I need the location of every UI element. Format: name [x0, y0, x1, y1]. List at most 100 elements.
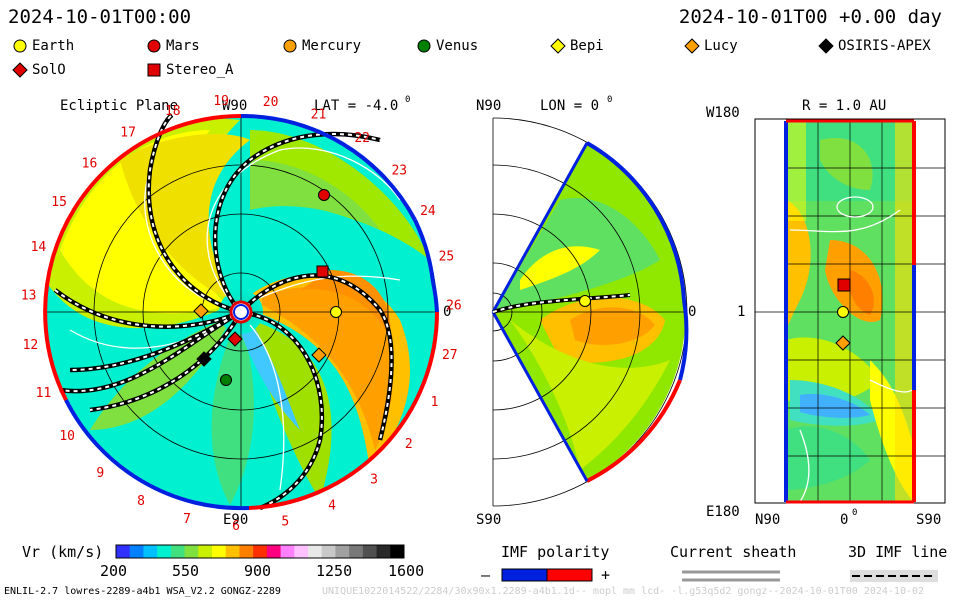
meridional-n90: N90: [476, 98, 501, 114]
legend-label: Venus: [436, 38, 479, 54]
legend-item: SolO: [12, 62, 66, 78]
imf-line-title: 3D IMF line: [848, 543, 948, 561]
colorbar-segment: [266, 545, 282, 558]
colorbar-tick-label: 200: [100, 562, 128, 580]
legend-label: Stereo_A: [166, 62, 234, 78]
carrington-tick-label: 21: [311, 108, 327, 123]
run-footer: UNIQUE1022014522/2284/30x90x1.2289-a4b1.…: [322, 586, 925, 597]
meridional-panel: N90 S90 LON = 0 0 0: [476, 95, 696, 528]
carrington-tick-label: 26: [446, 299, 462, 314]
legend-label: Lucy: [704, 38, 738, 54]
radial-title: R = 1.0 AU: [802, 98, 886, 114]
mars-marker: [318, 189, 330, 201]
ecliptic-zero: 0: [443, 304, 451, 320]
bepi-marker: [193, 303, 209, 319]
radial-mid: 1: [737, 304, 745, 320]
carrington-tick-label: 9: [96, 466, 104, 481]
carrington-tick-label: 11: [36, 386, 52, 401]
meridional-zero: 0: [688, 304, 696, 320]
carrington-tick-label: 7: [183, 512, 191, 527]
mercury-legend-icon: [283, 39, 297, 53]
model-footer: ENLIL-2.7 lowres-2289-a4b1 WSA_V2.2 GONG…: [4, 586, 281, 597]
legend-item: Lucy: [684, 38, 738, 54]
carrington-tick-label: 3: [370, 472, 378, 487]
radial-n90: N90: [755, 512, 780, 528]
carrington-tick-label: 15: [51, 195, 67, 210]
legend-label: Earth: [32, 38, 75, 54]
radial-zero-sup: 0: [852, 508, 857, 518]
carrington-tick-label: 10: [59, 429, 75, 444]
ecliptic-title: Ecliptic Plane: [60, 98, 178, 114]
radial-zero: 0: [840, 512, 848, 528]
colorbar-segment: [170, 545, 186, 558]
legend-item: Bepi: [550, 38, 604, 54]
venus-marker: [220, 374, 232, 386]
ecliptic-w90: W90: [222, 98, 247, 114]
carrington-tick-label: 13: [21, 289, 37, 304]
legend-item: Earth: [12, 38, 74, 54]
legend-label: SolO: [32, 62, 66, 78]
earth-legend-icon: [13, 39, 27, 53]
carrington-tick-label: 8: [137, 494, 145, 509]
legend-item: Venus: [416, 38, 478, 54]
colorbar: [115, 544, 405, 559]
timestamp-label: 2024-10-01T00:00: [8, 6, 192, 28]
carrington-tick-label: 4: [328, 499, 336, 514]
lucy-legend-icon: [684, 38, 700, 54]
legend-label: OSIRIS-APEX: [838, 38, 931, 54]
imf-polarity-swatch: [501, 568, 593, 582]
carrington-tick-label: 23: [391, 164, 407, 179]
stereo-a-legend-icon: [147, 63, 161, 77]
colorbar-segment: [321, 545, 336, 558]
carrington-tick-label: 5: [281, 514, 289, 529]
colorbar-segment: [143, 545, 158, 558]
earth-marker: [330, 306, 342, 318]
colorbar-segment: [212, 545, 227, 558]
colorbar-segment: [390, 545, 405, 558]
colorbar-segment: [376, 545, 391, 558]
radial-panel: R = 1.0 AU W180 E180 1 N90 0 0 S90: [706, 98, 946, 528]
colorbar-segment: [280, 545, 295, 558]
legend-item: Mars: [146, 38, 200, 54]
radial-s90: S90: [916, 512, 941, 528]
carrington-tick-label: 2: [405, 437, 413, 452]
imf-polarity-title: IMF polarity: [501, 543, 610, 561]
legend-label: Mercury: [302, 38, 362, 54]
imf-line-swatch: [850, 570, 938, 582]
meridional-lon: LON = 0: [540, 98, 599, 114]
offset-label: 2024-10-01T00 +0.00 day: [678, 6, 942, 28]
legend-label: Mars: [166, 38, 200, 54]
stereo-a-marker-radial: [837, 278, 851, 292]
current-sheath-title: Current sheath: [670, 543, 797, 561]
legend-item: Stereo_A: [146, 62, 233, 78]
colorbar-tick-label: 1600: [388, 562, 425, 580]
colorbar-tick-label: 550: [172, 562, 200, 580]
colorbar-segment: [335, 545, 350, 558]
solo-marker: [227, 331, 243, 347]
mars-legend-icon: [147, 39, 161, 53]
colorbar-label: Vr (km/s): [22, 543, 104, 561]
meridional-lon-sup: 0: [607, 95, 612, 105]
carrington-tick-label: 12: [23, 338, 39, 353]
earth-marker-meridional: [579, 295, 591, 307]
earth-marker-radial: [837, 306, 849, 318]
osiris-apex-legend-icon: [818, 38, 834, 54]
carrington-tick-label: 25: [439, 250, 455, 265]
colorbar-segment: [253, 545, 268, 558]
current-sheath-swatch: [682, 570, 780, 582]
ecliptic-panel: Ecliptic Plane W90 E90 0 LAT = -4.0 0 20…: [21, 94, 462, 534]
carrington-tick-label: 17: [120, 125, 136, 140]
carrington-tick-label: 24: [420, 204, 436, 219]
ecliptic-e90: E90: [223, 512, 248, 528]
colorbar-segment: [308, 545, 323, 558]
carrington-tick-label: 27: [442, 348, 458, 363]
colorbar-segment: [116, 545, 131, 558]
lucy-marker-radial: [835, 335, 851, 351]
colorbar-tick-label: 900: [244, 562, 272, 580]
legend-label: Bepi: [570, 38, 604, 54]
carrington-tick-label: 16: [82, 156, 98, 171]
solo-legend-icon: [12, 62, 28, 78]
colorbar-segment: [294, 545, 309, 558]
meridional-s90: S90: [476, 512, 501, 528]
